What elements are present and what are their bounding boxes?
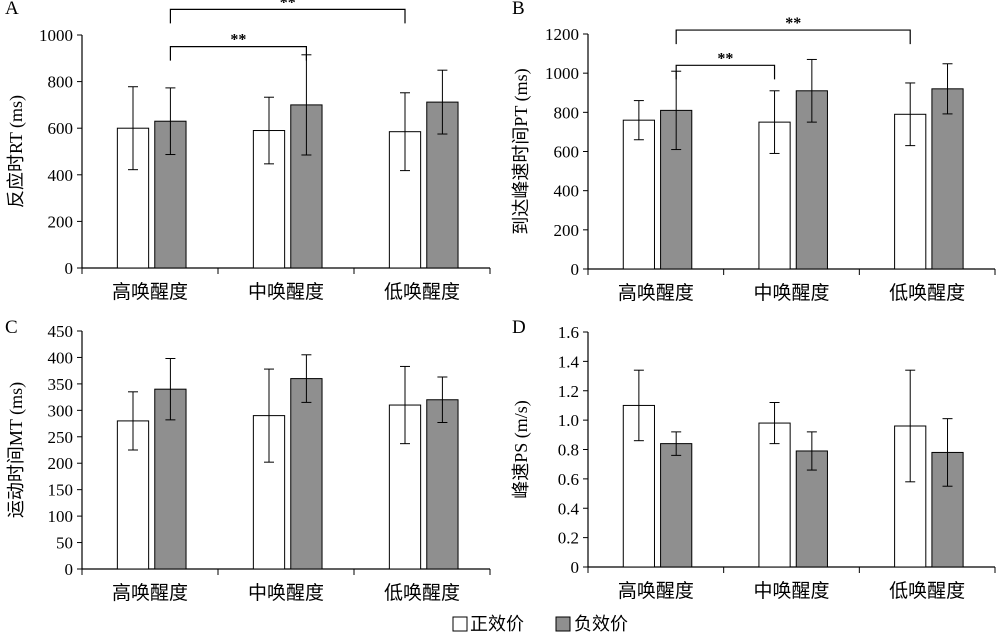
y-tick-label: 0 [65,560,74,579]
x-category-label: 中唤醒度 [248,582,324,604]
y-tick-label: 1.0 [558,411,579,430]
y-tick-label: 250 [48,428,74,447]
bar [931,88,964,270]
significance-label: ** [280,0,296,11]
panel-label: C [5,317,18,338]
bar [622,404,655,568]
y-tick-label: 200 [48,454,74,473]
y-tick-label: 100 [48,507,74,526]
panel-label: D [512,317,526,338]
panel-c: C 运动时间MT (ms) 0 50 100 150 200 250 300 350 400 450 高… [5,317,491,604]
y-tick-label: 1.6 [558,323,579,342]
panel-label: A [5,0,19,19]
y-tick-label: 600 [554,143,580,162]
y-tick-label: 0 [65,259,74,278]
significance-label: ** [230,32,246,49]
significance-label: ** [717,50,733,67]
x-category-label: 高唤醒度 [618,282,694,304]
legend-label-positive: 正效价 [470,614,524,634]
bar [660,443,693,568]
significance-bracket [675,64,776,80]
x-category-label: 高唤醒度 [618,580,694,602]
legend-label-negative: 负效价 [574,614,628,634]
y-tick-label: 0.2 [558,529,579,548]
bar [758,422,791,568]
panel-d: D 峰速PS (m/s) 0 0.2 0.4 0.6 0.8 1.0 1.2 1.4 1.6 高唤醒度… [511,317,996,602]
legend: 正效价 负效价 [452,614,628,634]
x-category-label: 高唤醒度 [112,281,188,303]
x-category-label: 低唤醒度 [889,282,965,304]
y-tick-label: 800 [554,103,580,122]
y-tick-label: 0.4 [558,499,580,518]
significance-label: ** [785,15,801,32]
y-tick-label: 150 [48,481,74,500]
y-tick-label: 300 [48,401,74,420]
y-tick-label: 0 [571,260,580,279]
y-tick-label: 350 [48,375,74,394]
y-tick-label: 800 [48,73,74,92]
y-tick-label: 600 [48,119,74,138]
x-category-label: 中唤醒度 [753,580,829,602]
legend-swatch-positive [452,616,468,632]
legend-swatch-negative [555,616,571,632]
y-tick-label: 0.8 [558,441,579,460]
significance-bracket [169,8,406,24]
significance-bracket [675,29,911,45]
y-axis-title: 峰速PS (m/s) [511,400,532,499]
y-tick-label: 50 [56,534,73,553]
x-category-label: 低唤醒度 [384,281,460,303]
x-category-label: 中唤醒度 [248,281,324,303]
panel-a: A 反应时RT (ms) 0 200 400 600 800 1000 高唤醒度 中唤醒度 低唤醒度… [5,0,491,303]
y-tick-label: 400 [48,166,74,185]
y-tick-label: 450 [48,322,74,341]
y-tick-label: 1.2 [558,382,579,401]
x-category-label: 中唤醒度 [753,282,829,304]
y-tick-label: 0 [571,558,580,577]
y-tick-label: 1200 [545,25,579,44]
bar [426,399,459,570]
y-tick-label: 1.4 [558,352,580,371]
x-category-label: 低唤醒度 [889,580,965,602]
x-category-label: 低唤醒度 [384,582,460,604]
bar [290,378,323,570]
y-tick-label: 200 [48,212,74,231]
y-tick-label: 0.6 [558,470,579,489]
bar [622,119,655,270]
y-tick-label: 200 [554,221,580,240]
y-axis-title: 运动时间MT (ms) [6,382,27,518]
y-axis-title: 反应时RT (ms) [6,95,27,208]
panel-label: B [512,0,525,19]
y-axis-title: 到达峰速时间PT (ms) [511,68,532,234]
x-category-label: 高唤醒度 [112,582,188,604]
y-tick-label: 400 [554,182,580,201]
panel-b: B 到达峰速时间PT (ms) 0 200 400 600 800 1000 1200 高唤醒度 中… [511,0,996,304]
y-tick-label: 1000 [545,64,579,83]
y-tick-label: 1000 [39,26,73,45]
significance-bracket [169,46,307,61]
y-tick-label: 400 [48,348,74,367]
